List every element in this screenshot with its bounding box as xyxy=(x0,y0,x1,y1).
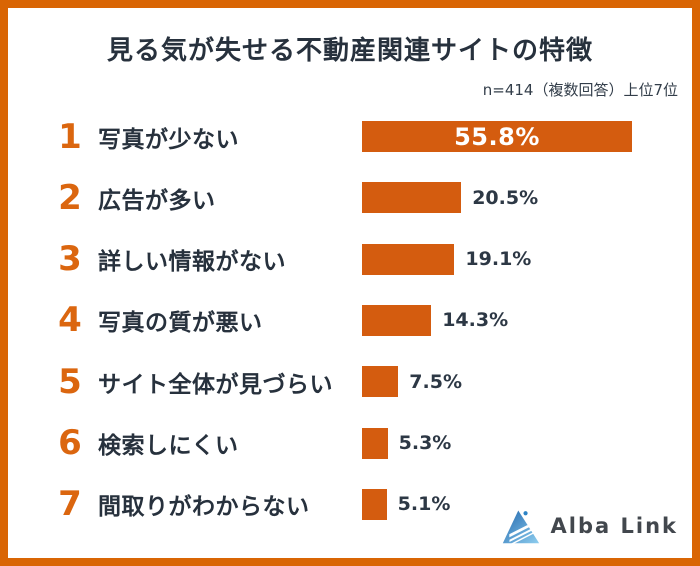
chart-row: 5 サイト全体が見づらい 7.5% xyxy=(8,361,692,402)
value-label: 19.1% xyxy=(465,248,532,271)
rank-number: 1 xyxy=(58,116,82,157)
rank-number: 2 xyxy=(58,177,82,218)
bar-area: 5.1% xyxy=(362,488,451,520)
sample-size-note: n=414（複数回答）上位7位 xyxy=(482,81,678,99)
category-label: 詳しい情報がない xyxy=(98,249,286,276)
rank-number: 4 xyxy=(58,300,82,341)
chart-title: 見る気が失せる不動産関連サイトの特徴 xyxy=(106,36,593,66)
bar-area: 14.3% xyxy=(362,304,509,336)
bar xyxy=(362,243,455,275)
bar-area: 19.1% xyxy=(362,243,532,275)
bar xyxy=(362,427,388,459)
bar-area: 55.8% xyxy=(362,121,632,152)
albalink-logo-icon xyxy=(500,510,541,546)
rank-number: 6 xyxy=(58,423,82,464)
value-label: 14.3% xyxy=(442,309,509,332)
category-label: 広告が多い xyxy=(98,187,216,214)
category-label: サイト全体が見づらい xyxy=(98,371,333,398)
bar xyxy=(362,304,432,336)
bar-area: 7.5% xyxy=(362,366,462,398)
chart-row: 6 検索しにくい 5.3% xyxy=(8,423,692,464)
bar-area: 5.3% xyxy=(362,427,452,459)
category-label: 写真が少ない xyxy=(98,126,239,153)
chart-row: 7 間取りがわからない 5.1% xyxy=(8,484,692,525)
brand-logo: Alba Link xyxy=(500,506,678,546)
value-label: 5.3% xyxy=(398,432,452,455)
value-label: 55.8% xyxy=(454,122,540,151)
chart-row: 2 広告が多い 20.5% xyxy=(8,177,692,218)
category-label: 検索しにくい xyxy=(98,433,239,460)
value-label: 20.5% xyxy=(472,186,539,209)
rank-number: 3 xyxy=(58,239,82,280)
bar xyxy=(362,366,399,398)
value-label: 5.1% xyxy=(397,493,451,516)
rank-number: 5 xyxy=(58,361,82,402)
brand-name: Alba Link xyxy=(550,514,678,538)
chart-row: 3 詳しい情報がない 19.1% xyxy=(8,239,692,280)
value-label: 7.5% xyxy=(409,370,462,393)
chart-row: 4 写真の質が悪い 14.3% xyxy=(8,300,692,341)
bar xyxy=(362,488,387,520)
rank-number: 7 xyxy=(58,484,82,525)
category-label: 写真の質が悪い xyxy=(98,310,263,337)
category-label: 間取りがわからない xyxy=(98,494,310,521)
bar xyxy=(362,182,462,214)
bar-area: 20.5% xyxy=(362,182,539,214)
chart-row: 1 写真が少ない 55.8% xyxy=(8,116,692,157)
bar: 55.8% xyxy=(362,121,632,152)
